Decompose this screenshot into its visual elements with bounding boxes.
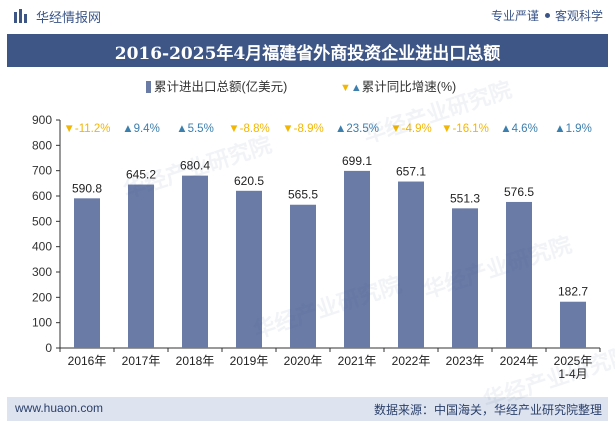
legend-bar-label: 累计进出口总额(亿美元) <box>154 80 288 94</box>
y-tick-label: 0 <box>45 341 52 355</box>
growth-label: ▼-11.2% <box>64 123 111 135</box>
bar <box>128 184 154 348</box>
x-tick-label: 2023年 <box>446 354 485 368</box>
legend-item-bars: 累计进出口总额(亿美元) <box>146 76 287 95</box>
y-tick-label: 500 <box>32 214 52 228</box>
growth-label: ▲4.6% <box>500 123 538 135</box>
y-tick-label: 700 <box>32 164 52 178</box>
chart-title: 2016-2025年4月福建省外商投资企业进出口总额 <box>114 44 501 64</box>
x-tick-label: 2025年 <box>554 354 593 368</box>
brand-name: 华经情报网 <box>36 10 102 25</box>
triangle-down-icon: ▼ <box>340 82 351 94</box>
x-tick-label: 2021年 <box>338 354 377 368</box>
x-tick-label: 2019年 <box>230 354 269 368</box>
growth-label: ▲9.4% <box>122 123 160 135</box>
footer: www.huaon.com 数据来源：中国海关，华经产业研究院整理 <box>7 397 608 421</box>
growth-label: ▼-4.9% <box>390 123 431 135</box>
bar <box>398 181 424 348</box>
y-tick-label: 300 <box>32 265 52 279</box>
bar <box>290 204 316 348</box>
bar-value-label: 680.4 <box>180 159 210 173</box>
y-tick-label: 200 <box>32 290 52 304</box>
top-bar: 华经情报网 专业严谨 客观科学 <box>0 0 615 30</box>
bar-value-label: 620.5 <box>234 174 264 188</box>
legend: 累计进出口总额(亿美元) ▼▲累计同比增速(%) <box>0 76 615 95</box>
x-tick-label: 2016年 <box>68 354 107 368</box>
y-tick-label: 900 <box>32 113 52 127</box>
bar-value-label: 182.7 <box>558 285 588 299</box>
x-tick-label: 2022年 <box>392 354 431 368</box>
growth-label: ▲5.5% <box>176 123 214 135</box>
y-tick-label: 600 <box>32 189 52 203</box>
growth-label: ▲23.5% <box>335 123 379 135</box>
y-tick-label: 100 <box>32 316 52 330</box>
bar-value-label: 551.3 <box>450 191 480 205</box>
bar-value-label: 590.8 <box>72 181 102 195</box>
title-bar: 2016-2025年4月福建省外商投资企业进出口总额 <box>7 34 608 67</box>
bar <box>506 201 532 348</box>
footer-source: 数据来源：中国海关，华经产业研究院整理 <box>373 403 602 417</box>
y-tick-label: 800 <box>32 138 52 152</box>
bar-swatch-icon <box>146 81 151 93</box>
growth-label: ▼-8.9% <box>282 123 323 135</box>
x-tick-label: 2024年 <box>500 354 539 368</box>
growth-label: ▲1.9% <box>554 123 592 135</box>
bar <box>560 301 586 348</box>
logo-icon <box>14 9 27 23</box>
tagline-left: 专业严谨 <box>490 9 539 23</box>
bar-chart: 0 100 200 300 400 500 600 700 800 900 590.8 2016年 ▼-… <box>32 113 601 381</box>
bar <box>182 175 208 348</box>
y-tick-label: 400 <box>32 240 52 254</box>
x-tick-label: 2018年 <box>176 354 215 368</box>
growth-label: ▼-16.1% <box>441 123 489 135</box>
triangle-up-icon: ▲ <box>350 82 362 94</box>
tagline-right: 客观科学 <box>554 9 603 23</box>
bar <box>452 208 478 348</box>
bar <box>344 170 370 348</box>
x-tick-label: 2020年 <box>284 354 323 368</box>
dot-separator-icon <box>544 13 550 19</box>
bar-value-label: 699.1 <box>342 154 372 168</box>
bar-value-label: 565.5 <box>288 188 318 202</box>
bar-value-label: 576.5 <box>504 185 534 199</box>
bar-value-label: 645.2 <box>126 168 156 182</box>
legend-growth-label: 累计同比增速(%) <box>361 80 457 94</box>
x-tick-label: 2017年 <box>122 354 161 368</box>
x-tick-label: 1-4月 <box>558 367 587 381</box>
bar <box>236 190 262 348</box>
bar <box>74 198 100 348</box>
growth-label: ▼-8.8% <box>228 123 269 135</box>
tagline: 专业严谨 客观科学 <box>491 7 603 24</box>
bar-value-label: 657.1 <box>396 165 426 179</box>
legend-item-growth: ▼▲累计同比增速(%) <box>340 76 456 95</box>
footer-site: www.huaon.com <box>15 401 104 415</box>
